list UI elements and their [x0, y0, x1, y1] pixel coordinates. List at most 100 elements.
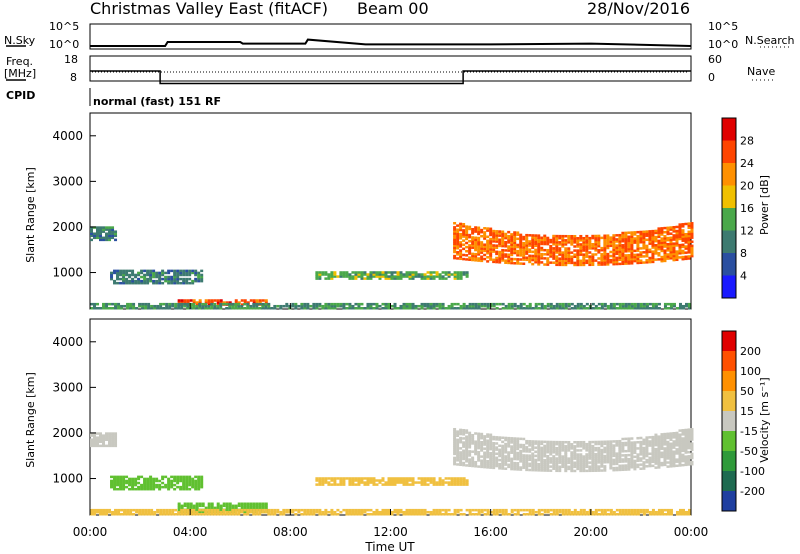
heatmap-cell [669, 508, 673, 512]
heatmap-cell [459, 432, 463, 436]
heatmap-cell [597, 508, 601, 512]
heatmap-cell [462, 513, 466, 516]
heatmap-cell [615, 468, 619, 472]
heatmap-cell [165, 513, 169, 516]
heatmap-cell [207, 303, 211, 306]
heatmap-cell [555, 461, 559, 464]
heatmap-cell [222, 301, 226, 304]
heatmap-cell [624, 513, 628, 516]
heatmap-cell [567, 255, 571, 258]
heatmap-cell [468, 258, 472, 261]
heatmap-cell [555, 508, 559, 512]
heatmap-cell [144, 510, 148, 514]
heatmap-cell [687, 226, 691, 229]
heatmap-cell [333, 271, 337, 274]
heatmap-cell [465, 451, 469, 455]
heatmap-cell [198, 513, 202, 516]
heatmap-cell [576, 259, 580, 263]
heatmap-cell [465, 304, 469, 308]
heatmap-cell [669, 432, 673, 435]
heatmap-cell [507, 245, 511, 248]
heatmap-cell [579, 467, 583, 471]
heatmap-cell [603, 442, 607, 446]
heatmap-cell [351, 307, 355, 310]
heatmap-cell [549, 240, 553, 244]
heatmap-cell [213, 299, 217, 302]
heatmap-cell [399, 277, 403, 280]
heatmap-cell [642, 246, 646, 250]
heatmap-cell [555, 234, 559, 238]
heatmap-cell [573, 513, 577, 516]
heatmap-cell [453, 230, 457, 233]
heatmap-cell [177, 504, 181, 508]
heatmap-cell [531, 258, 535, 262]
heatmap-cell [648, 452, 652, 456]
heatmap-cell [119, 479, 123, 483]
heatmap-cell [213, 510, 217, 514]
heatmap-cell [549, 461, 553, 464]
heatmap-cell [423, 479, 427, 482]
heatmap-cell [552, 251, 556, 254]
heatmap-cell [498, 302, 502, 306]
heatmap-cell [570, 463, 574, 467]
heatmap-cell [678, 456, 682, 459]
heatmap-cell [483, 237, 487, 240]
heatmap-cell [384, 483, 388, 486]
heatmap-cell [519, 449, 523, 453]
heatmap-cell [522, 445, 526, 449]
heatmap-cell [567, 457, 571, 460]
heatmap-cell [330, 273, 334, 276]
heatmap-cell [600, 469, 604, 472]
heatmap-cell [191, 485, 195, 489]
heatmap-cell [681, 231, 685, 234]
heatmap-cell [603, 238, 607, 242]
heatmap-cell [492, 466, 496, 470]
heatmap-cell [468, 256, 472, 259]
heatmap-cell [603, 244, 607, 248]
heatmap-cell [375, 273, 379, 276]
heatmap-cell [255, 299, 259, 302]
heatmap-cell [197, 275, 201, 279]
heatmap-cell [684, 302, 688, 306]
heatmap-cell [501, 459, 505, 462]
heatmap-cell [609, 242, 613, 246]
heatmap-cell [213, 513, 217, 516]
heatmap-cell [501, 236, 505, 240]
heatmap-cell [444, 277, 448, 280]
heatmap-cell [513, 445, 517, 448]
heatmap-cell [153, 513, 157, 516]
heatmap-cell [642, 510, 646, 514]
heatmap-cell [645, 302, 649, 306]
heatmap-cell [402, 304, 406, 308]
heatmap-cell [498, 508, 502, 512]
heatmap-cell [143, 485, 147, 489]
heatmap-cell [231, 506, 235, 510]
heatmap-cell [453, 460, 457, 464]
heatmap-cell [483, 243, 487, 246]
heatmap-cell [176, 271, 180, 275]
heatmap-cell [669, 238, 673, 242]
heatmap-cell [648, 440, 652, 443]
heatmap-cell [588, 255, 592, 258]
heatmap-cell [468, 227, 472, 231]
heatmap-cell [564, 255, 568, 258]
heatmap-cell [134, 487, 138, 491]
heatmap-cell [182, 271, 186, 275]
heatmap-cell [420, 513, 424, 516]
heatmap-cell [116, 269, 120, 273]
heatmap-cell [105, 436, 109, 439]
heatmap-cell [645, 454, 649, 458]
heatmap-cell [510, 241, 514, 244]
heatmap-cell [288, 304, 292, 308]
heatmap-cell [228, 301, 232, 304]
heatmap-cell [615, 444, 619, 447]
heatmap-cell [483, 249, 487, 253]
heatmap-cell [128, 281, 132, 285]
heatmap-cell [489, 243, 493, 247]
heatmap-cell [639, 442, 643, 446]
heatmap-cell [159, 302, 163, 306]
heatmap-cell [474, 226, 478, 229]
heatmap-cell [486, 453, 490, 457]
heatmap-cell [600, 461, 604, 464]
heatmap-cell [624, 454, 628, 457]
